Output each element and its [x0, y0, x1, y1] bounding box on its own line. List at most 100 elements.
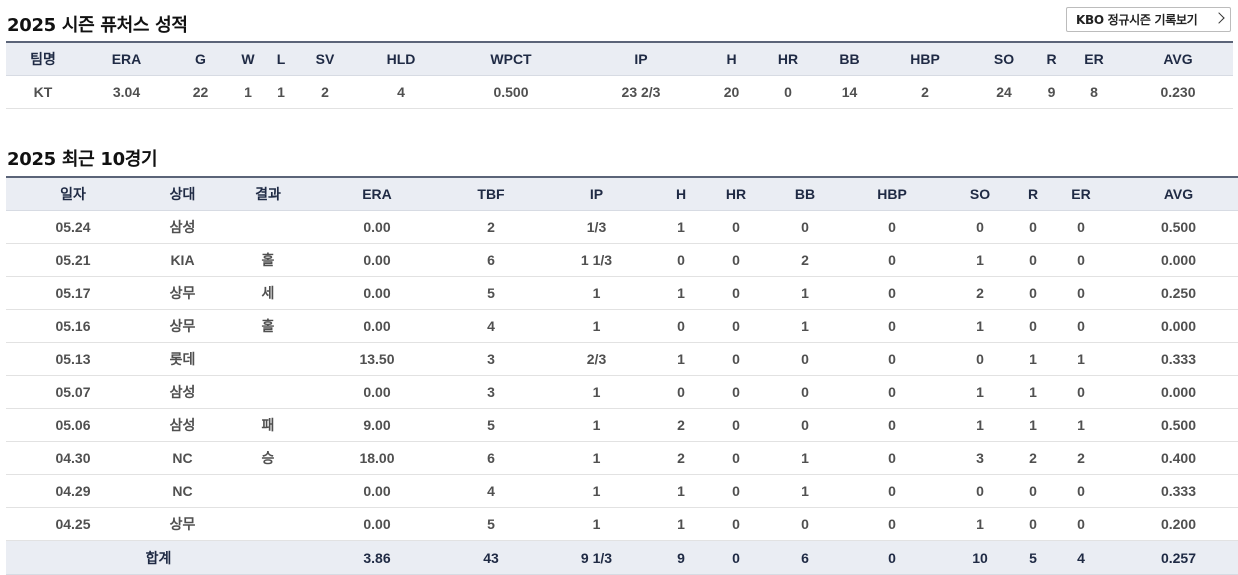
table-cell: 3	[443, 342, 539, 376]
column-header: WPCT	[446, 41, 576, 76]
table-cell: 1	[1044, 408, 1118, 442]
table-cell: 14	[819, 75, 880, 109]
column-header: SV	[294, 41, 356, 76]
table-cell: 0.200	[1118, 507, 1238, 541]
table-cell: 0	[1044, 507, 1118, 541]
kbo-regular-season-link-button[interactable]: KBO 정규시즌 기록보기	[1066, 7, 1231, 32]
table-cell: 3	[443, 375, 539, 409]
column-header: IP	[576, 41, 706, 76]
table-cell: 9	[1038, 75, 1065, 109]
table-cell: 1	[764, 441, 846, 475]
table-cell: 0.00	[311, 375, 443, 409]
table-cell: 18.00	[311, 441, 443, 475]
table-cell: 0	[846, 375, 938, 409]
table-cell: 1	[654, 342, 708, 376]
column-header: AVG	[1123, 41, 1233, 76]
table-cell: 0	[708, 408, 764, 442]
table-cell: 0	[846, 243, 938, 277]
table-cell: 1	[654, 474, 708, 508]
table-cell: 1	[654, 507, 708, 541]
column-header: HBP	[880, 41, 970, 76]
column-header: R	[1038, 41, 1065, 76]
table-cell: 1	[539, 375, 654, 409]
table-cell: 5	[443, 276, 539, 310]
table-cell: 0.500	[1118, 210, 1238, 244]
season-header-row: 팀명 ERA G W L SV HLD WPCT IP H HR BB HBP SO R ER AVG	[6, 41, 1233, 76]
table-cell: 1	[764, 276, 846, 310]
table-cell: 0	[708, 243, 764, 277]
table-cell: 0	[846, 309, 938, 343]
column-header: H	[706, 41, 757, 76]
total-cell: 0.257	[1118, 540, 1238, 575]
table-cell: 05.21	[6, 243, 140, 277]
table-cell: 0	[1022, 243, 1044, 277]
column-header: AVG	[1118, 176, 1238, 211]
table-cell: NC	[140, 441, 225, 475]
table-cell: 4	[443, 474, 539, 508]
column-header: G	[173, 41, 228, 76]
table-cell: 2	[880, 75, 970, 109]
table-cell: 0.00	[311, 309, 443, 343]
total-cell: 9	[654, 540, 708, 575]
column-header: HBP	[846, 176, 938, 211]
column-header: W	[228, 41, 268, 76]
table-row: 05.07 삼성 0.00 3 1 0 0 0 0 1 1 0 0.000	[6, 375, 1238, 409]
table-cell: 0	[764, 507, 846, 541]
table-cell: 1/3	[539, 210, 654, 244]
total-cell: 9 1/3	[539, 540, 654, 575]
table-row: 05.06 삼성 패 9.00 5 1 2 0 0 0 1 1 1 0.500	[6, 408, 1238, 442]
table-cell: 0	[1022, 474, 1044, 508]
table-cell: 패	[225, 408, 311, 442]
table-cell: 1	[938, 309, 1022, 343]
column-header: ER	[1044, 176, 1118, 211]
recent-header-row: 일자 상대 결과 ERA TBF IP H HR BB HBP SO R ER AVG	[6, 176, 1238, 211]
table-cell: 4	[443, 309, 539, 343]
table-cell: 0.230	[1123, 75, 1233, 109]
table-cell: 20	[706, 75, 757, 109]
recent-games-title: 2025 최근 10경기	[7, 149, 158, 170]
column-header: HLD	[356, 41, 446, 76]
table-cell: 0	[846, 342, 938, 376]
table-row: 05.24 삼성 0.00 2 1/3 1 0 0 0 0 0 0 0.500	[6, 210, 1238, 244]
table-cell: 0.333	[1118, 342, 1238, 376]
table-cell: 0	[708, 210, 764, 244]
table-cell: 2	[654, 408, 708, 442]
table-cell: 1	[539, 276, 654, 310]
column-header: HR	[757, 41, 819, 76]
table-cell: 0.00	[311, 474, 443, 508]
table-cell: 0.00	[311, 507, 443, 541]
table-cell: 04.29	[6, 474, 140, 508]
table-cell: 0.000	[1118, 309, 1238, 343]
total-cell: 4	[1044, 540, 1118, 575]
column-header: 상대	[140, 176, 225, 211]
table-cell	[225, 507, 311, 541]
table-cell: 5	[443, 507, 539, 541]
table-cell: 0.000	[1118, 243, 1238, 277]
table-cell: 1	[764, 474, 846, 508]
table-cell: 2	[443, 210, 539, 244]
table-cell	[225, 342, 311, 376]
table-cell: 1	[1022, 375, 1044, 409]
table-cell: 삼성	[140, 408, 225, 442]
season-futures-title: 2025 시즌 퓨처스 성적	[7, 15, 188, 36]
table-cell: 상무	[140, 276, 225, 310]
column-header: 결과	[225, 176, 311, 211]
table-cell: 1	[1044, 342, 1118, 376]
table-cell: 0	[757, 75, 819, 109]
table-cell: 0	[938, 342, 1022, 376]
table-cell: 05.13	[6, 342, 140, 376]
table-cell: 1	[539, 474, 654, 508]
table-cell	[225, 474, 311, 508]
table-cell: 5	[443, 408, 539, 442]
table-cell: 홀	[225, 309, 311, 343]
column-header: BB	[819, 41, 880, 76]
table-cell: 0	[708, 309, 764, 343]
table-cell: 1	[654, 210, 708, 244]
table-cell: 1	[654, 276, 708, 310]
table-cell: 0	[1022, 309, 1044, 343]
table-cell: 8	[1065, 75, 1123, 109]
table-cell: 0	[708, 375, 764, 409]
table-cell: 0	[1022, 276, 1044, 310]
total-label: 합계	[6, 540, 311, 575]
table-cell: 1	[539, 441, 654, 475]
